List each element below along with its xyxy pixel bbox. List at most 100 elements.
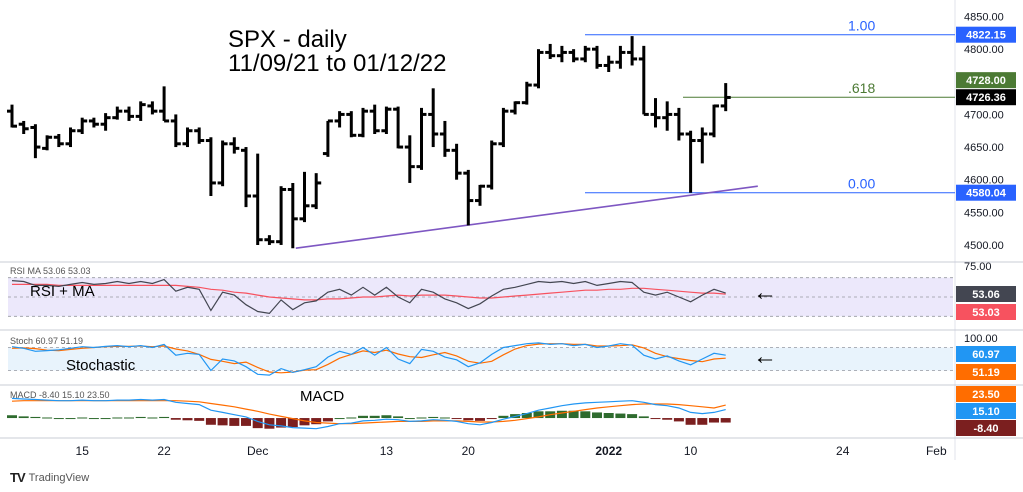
ohlc-bar xyxy=(650,98,661,128)
ohlc-bar xyxy=(521,81,532,105)
rsi-legend: RSI MA 53.06 53.03 xyxy=(10,266,91,276)
macd-histogram-bar xyxy=(638,416,649,419)
macd-histogram-bar xyxy=(147,417,158,419)
macd-histogram-bar xyxy=(311,418,322,425)
ohlc-bar xyxy=(65,127,76,148)
macd-histogram-bar xyxy=(30,416,41,419)
price-tick-label: 4850.00 xyxy=(964,12,1004,24)
ohlc-bar xyxy=(697,127,708,164)
macd-histogram-bar xyxy=(287,418,298,428)
rsi-ma-value-badge-bg xyxy=(956,304,1016,320)
ohlc-bar xyxy=(194,127,205,144)
macd-histogram-bar xyxy=(276,418,287,428)
macd-histogram-bar xyxy=(709,418,719,423)
macd-histogram-bar xyxy=(533,411,544,419)
x-tick-label: 24 xyxy=(836,444,850,458)
ohlc-bar xyxy=(159,86,170,123)
ohlc-bar xyxy=(241,147,251,208)
macd-histogram-bar xyxy=(182,418,193,421)
ohlc-bar xyxy=(276,186,287,245)
macd-panel-label: MACD xyxy=(300,388,344,405)
price-tick-label: 4800.00 xyxy=(964,44,1004,56)
ohlc-bar xyxy=(486,140,497,190)
macd-histogram-bar xyxy=(662,418,673,420)
fib-axis-badge: 4822.15 xyxy=(966,30,1006,42)
rsi-value-badge-bg xyxy=(956,286,1016,302)
ohlc-bar xyxy=(322,119,333,157)
macd-histogram-bar xyxy=(77,417,88,419)
macd-histogram-bar xyxy=(685,418,696,425)
price-tick-label: 4550.00 xyxy=(964,207,1004,219)
stoch-panel-label: Stochastic xyxy=(66,357,136,374)
price-axis-badge: 4728.00 xyxy=(966,75,1006,87)
macd-histogram-bar xyxy=(322,418,333,422)
macd-histogram-bar xyxy=(53,418,64,420)
stoch-d-value-badge-bg xyxy=(956,364,1016,380)
fib-axis-badge: 4580.04 xyxy=(966,188,1007,200)
x-tick-label: Feb xyxy=(926,444,947,458)
macd-hist-value-badge: -8.40 xyxy=(973,423,998,435)
chart-title-line1: SPX - daily xyxy=(228,26,347,53)
macd-histogram-bar xyxy=(159,416,170,419)
macd-histogram-bar xyxy=(124,417,134,419)
ohlc-bar xyxy=(369,104,380,134)
rsi-line xyxy=(11,278,726,315)
macd-histogram-bar xyxy=(603,413,614,419)
ohlc-bar xyxy=(135,101,146,121)
ohlc-bar xyxy=(451,143,462,180)
macd-histogram-bar xyxy=(451,418,462,420)
ohlc-bar xyxy=(393,106,404,149)
rsi-value-badge: 53.06 xyxy=(972,289,1000,301)
fib-axis-badge-bg xyxy=(956,26,1016,43)
ohlc-bar xyxy=(100,113,111,131)
price-tick-label: 4700.00 xyxy=(964,109,1004,121)
ohlc-bar xyxy=(170,114,181,148)
stoch-band-fill xyxy=(8,347,953,371)
ohlc-bar xyxy=(112,106,123,120)
rsi-arrow-icon: ← xyxy=(753,279,777,306)
ohlc-bar xyxy=(603,55,614,72)
price-tick-label: 4500.00 xyxy=(964,240,1004,252)
ohlc-bar xyxy=(346,111,357,138)
ohlc-bar xyxy=(533,49,544,89)
ohlc-bar xyxy=(568,49,579,63)
stoch-k-line xyxy=(11,342,726,376)
footer-branding[interactable]: TV TradingView xyxy=(10,470,89,485)
rsi-panel-label: RSI + MA xyxy=(30,283,95,300)
macd-histogram-bar xyxy=(521,413,532,419)
macd-histogram-bar xyxy=(369,415,380,419)
macd-hist-value-badge-bg xyxy=(956,420,1016,436)
macd-histogram-bar xyxy=(42,417,53,419)
x-tick-label: 10 xyxy=(684,444,698,458)
x-tick-label: Dec xyxy=(247,444,268,458)
macd-value-badge: 15.10 xyxy=(972,406,1000,418)
fib-level-label: 0.00 xyxy=(848,176,875,192)
stoch-k-value-badge-bg xyxy=(956,346,1016,362)
ohlc-bar xyxy=(299,171,310,223)
support-trendline xyxy=(295,185,758,250)
macd-histogram-bar xyxy=(580,411,591,419)
ohlc-bar xyxy=(30,124,41,159)
ohlc-bar xyxy=(124,106,134,121)
ohlc-bar xyxy=(334,111,345,128)
macd-histogram-bar xyxy=(65,418,76,420)
ohlc-bar xyxy=(252,153,263,245)
ohlc-bar xyxy=(264,235,275,245)
macd-histogram-bar xyxy=(486,418,497,420)
macd-histogram-bar xyxy=(650,418,661,420)
macd-histogram-bar xyxy=(135,416,146,419)
price-tick-label: 4600.00 xyxy=(964,175,1004,187)
macd-histogram-bar xyxy=(393,416,404,419)
macd-histogram-bar xyxy=(697,418,708,425)
macd-line xyxy=(11,397,726,430)
x-tick-label: 22 xyxy=(157,444,171,458)
ohlc-bar xyxy=(615,45,626,69)
ohlc-bar xyxy=(720,83,731,112)
macd-histogram-bar xyxy=(498,415,509,419)
ohlc-bar xyxy=(311,173,322,210)
x-tick-label: 15 xyxy=(76,444,90,458)
ohlc-bar xyxy=(18,120,29,134)
ohlc-bar xyxy=(53,134,64,148)
ohlc-bar xyxy=(592,45,602,69)
macd-histogram-bar xyxy=(404,418,415,420)
